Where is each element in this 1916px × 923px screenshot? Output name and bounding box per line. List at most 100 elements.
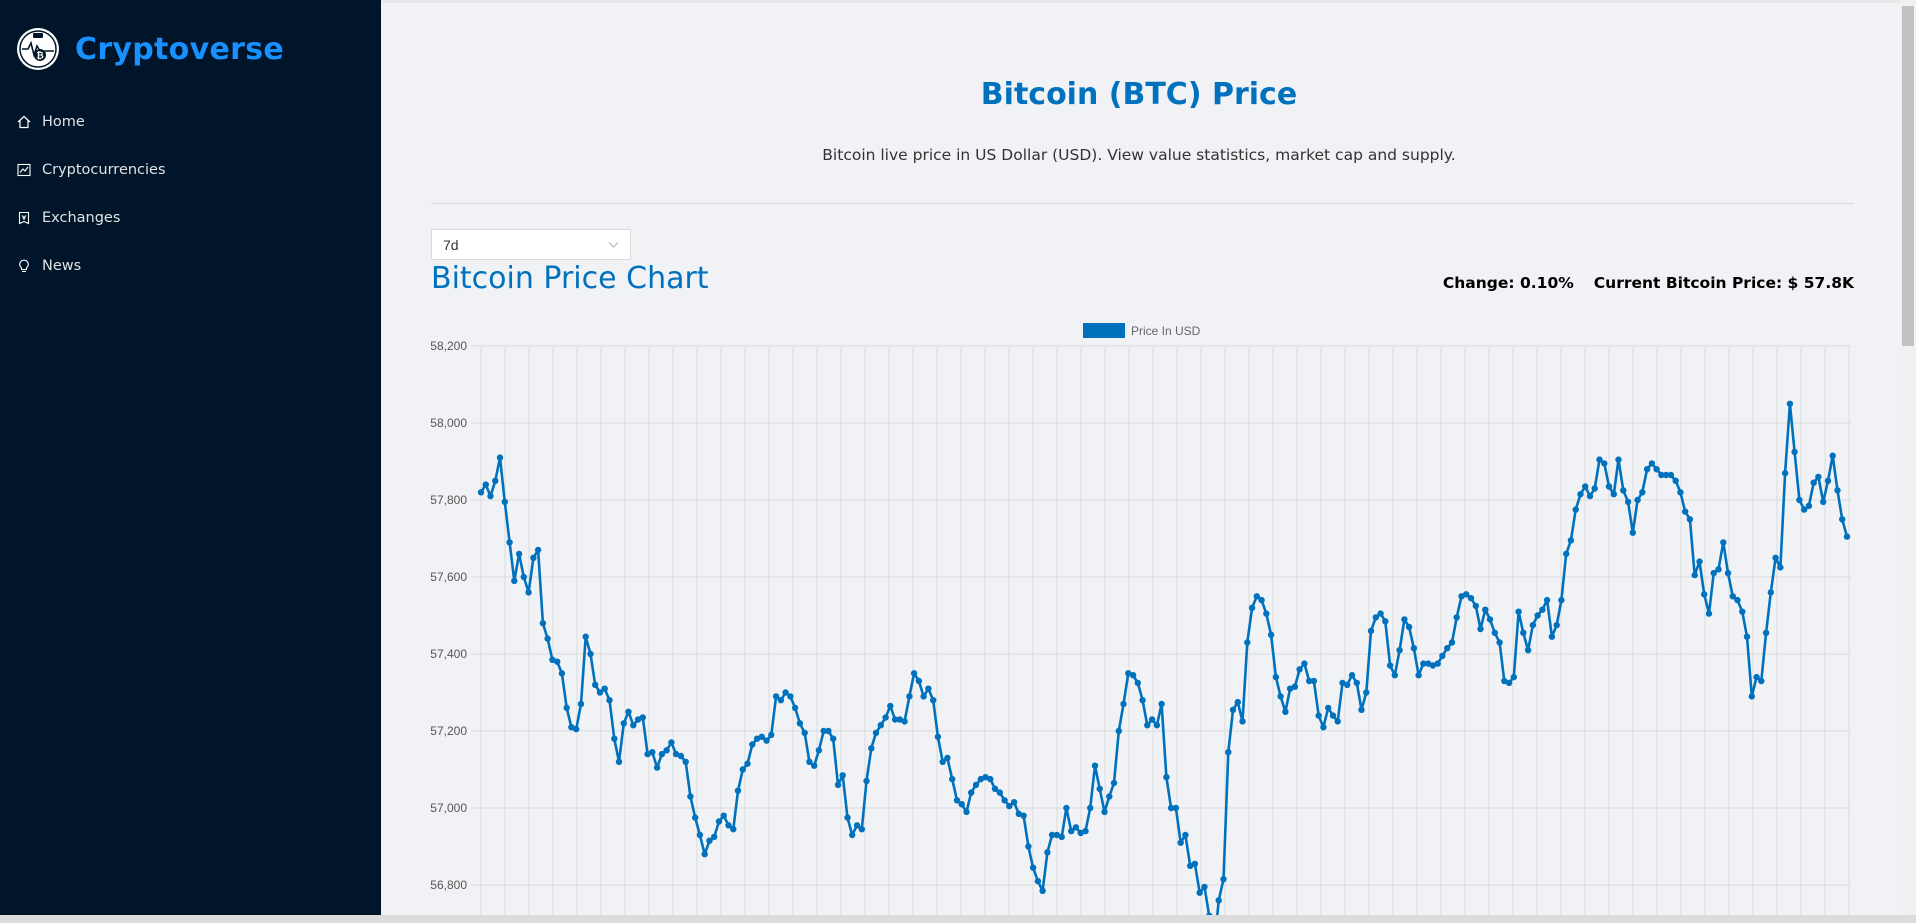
data-point[interactable] — [477, 489, 485, 496]
data-point[interactable] — [1486, 616, 1494, 623]
data-point[interactable] — [1348, 672, 1356, 679]
data-point[interactable] — [787, 693, 794, 700]
data-point[interactable] — [672, 750, 680, 758]
data-point[interactable] — [1710, 569, 1717, 577]
data-point[interactable] — [1762, 629, 1770, 636]
data-point[interactable] — [815, 747, 823, 754]
data-point[interactable] — [1434, 660, 1441, 667]
data-point[interactable] — [987, 775, 994, 783]
data-point[interactable] — [1239, 718, 1246, 725]
data-point[interactable] — [663, 747, 670, 754]
data-point[interactable] — [1515, 608, 1522, 615]
nav-item-cryptocurrencies[interactable]: Cryptocurrencies — [0, 146, 381, 194]
data-point[interactable] — [1129, 672, 1137, 679]
data-point[interactable] — [1629, 529, 1637, 536]
data-point[interactable] — [706, 837, 713, 844]
data-point[interactable] — [1767, 589, 1775, 596]
data-point[interactable] — [1796, 496, 1803, 504]
data-point[interactable] — [1048, 831, 1056, 839]
data-point[interactable] — [1291, 683, 1299, 690]
data-point[interactable] — [1248, 604, 1256, 611]
data-point[interactable] — [573, 725, 580, 733]
data-point[interactable] — [1529, 621, 1537, 629]
data-point[interactable] — [1139, 697, 1146, 704]
data-point[interactable] — [1167, 804, 1175, 812]
data-point[interactable] — [1601, 460, 1608, 467]
data-point[interactable] — [1553, 621, 1560, 629]
data-point[interactable] — [1134, 679, 1141, 687]
data-point[interactable] — [1063, 804, 1070, 812]
data-point[interactable] — [1591, 485, 1598, 492]
data-point[interactable] — [1444, 645, 1451, 652]
data-point[interactable] — [1010, 799, 1018, 806]
data-point[interactable] — [863, 777, 870, 785]
data-point[interactable] — [1448, 639, 1456, 646]
data-point[interactable] — [1267, 631, 1275, 638]
data-point[interactable] — [1201, 883, 1208, 891]
data-point[interactable] — [1020, 812, 1027, 819]
data-point[interactable] — [1582, 483, 1589, 490]
data-point[interactable] — [539, 620, 547, 627]
data-point[interactable] — [1196, 889, 1203, 896]
scrollbar-thumb[interactable] — [1902, 6, 1914, 346]
data-point[interactable] — [1805, 502, 1813, 509]
data-point[interactable] — [611, 735, 618, 742]
data-point[interactable] — [1482, 606, 1489, 613]
data-point[interactable] — [1029, 864, 1037, 871]
data-point[interactable] — [1091, 762, 1099, 769]
data-point[interactable] — [1286, 685, 1294, 692]
data-point[interactable] — [1572, 506, 1579, 513]
data-point[interactable] — [549, 656, 556, 663]
data-point[interactable] — [1524, 647, 1532, 654]
data-point[interactable] — [1634, 496, 1641, 504]
data-point[interactable] — [1225, 749, 1232, 756]
data-point[interactable] — [1715, 566, 1722, 573]
data-point[interactable] — [1467, 595, 1475, 602]
data-point[interactable] — [958, 801, 965, 808]
data-point[interactable] — [1662, 471, 1670, 479]
data-point[interactable] — [1691, 571, 1698, 579]
data-point[interactable] — [515, 550, 523, 558]
data-point[interactable] — [1296, 666, 1303, 673]
data-point[interactable] — [1072, 824, 1080, 831]
data-point[interactable] — [1358, 706, 1365, 713]
data-point[interactable] — [1501, 677, 1508, 685]
data-point[interactable] — [687, 793, 694, 800]
data-point[interactable] — [906, 693, 913, 700]
data-point[interactable] — [1639, 489, 1646, 496]
data-point[interactable] — [525, 589, 532, 596]
data-point[interactable] — [1087, 804, 1094, 812]
data-point[interactable] — [563, 704, 570, 712]
data-point[interactable] — [1724, 569, 1732, 577]
data-point[interactable] — [1301, 660, 1308, 667]
data-point[interactable] — [811, 762, 818, 769]
data-point[interactable] — [844, 814, 851, 821]
data-point[interactable] — [1672, 477, 1679, 484]
data-point[interactable] — [1534, 612, 1541, 619]
data-point[interactable] — [1667, 471, 1675, 479]
data-point[interactable] — [1624, 498, 1632, 506]
data-point[interactable] — [1053, 831, 1061, 839]
data-point[interactable] — [1429, 662, 1437, 669]
data-point[interactable] — [1705, 610, 1713, 617]
data-point[interactable] — [1615, 456, 1622, 463]
data-point[interactable] — [1439, 652, 1446, 660]
scrollbar[interactable] — [1900, 0, 1916, 923]
data-point[interactable] — [887, 702, 894, 710]
data-point[interactable] — [692, 814, 699, 821]
data-point[interactable] — [1363, 689, 1370, 696]
data-point[interactable] — [730, 826, 737, 833]
data-point[interactable] — [982, 774, 989, 781]
data-point[interactable] — [1310, 677, 1318, 685]
data-point[interactable] — [1415, 672, 1422, 679]
data-point[interactable] — [496, 454, 504, 461]
data-point[interactable] — [606, 697, 613, 704]
data-point[interactable] — [739, 766, 746, 773]
data-point[interactable] — [1272, 673, 1280, 681]
data-point[interactable] — [668, 739, 675, 746]
data-point[interactable] — [891, 716, 899, 723]
data-point[interactable] — [1758, 677, 1765, 685]
data-point[interactable] — [492, 477, 499, 484]
data-point[interactable] — [939, 758, 946, 765]
data-point[interactable] — [487, 492, 494, 500]
